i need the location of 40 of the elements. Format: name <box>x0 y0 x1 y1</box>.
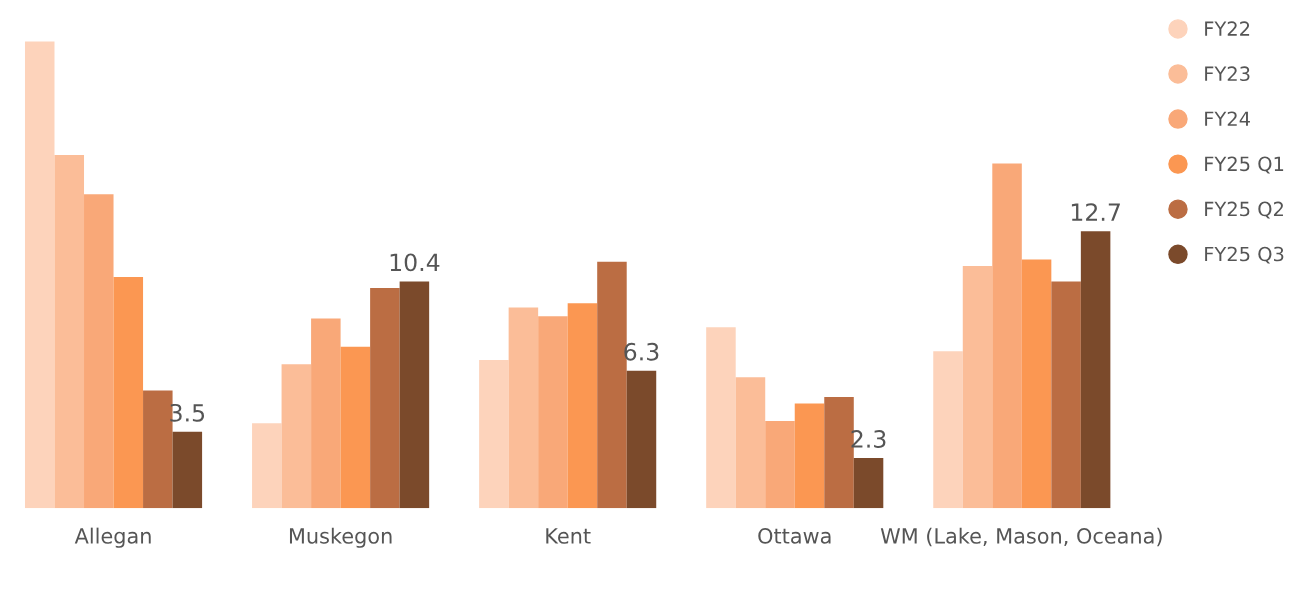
legend-label: FY22 <box>1205 21 1250 36</box>
bar <box>992 163 1022 509</box>
bar <box>567 303 598 509</box>
x-tick-label: Allegan <box>74 527 151 548</box>
bar <box>479 359 509 509</box>
bar <box>113 277 144 509</box>
bar <box>735 377 766 509</box>
bar <box>340 346 371 509</box>
legend-label: FY23 <box>1205 66 1250 82</box>
bar <box>252 423 282 509</box>
x-tick-label: Muskegon <box>289 527 392 548</box>
bar <box>853 458 884 509</box>
bar <box>172 431 203 509</box>
data-label: 12.7 <box>1071 203 1120 221</box>
legend-label: FY25 Q1 <box>1205 156 1284 174</box>
x-tick-label: Ottawa <box>758 528 831 544</box>
data-label: 10.4 <box>390 253 440 272</box>
bar <box>1080 231 1111 509</box>
x-tick-label: WM (Lake, Mason, Oceana) <box>880 527 1162 547</box>
bar <box>399 281 430 509</box>
bar <box>765 420 795 509</box>
bar <box>933 351 963 509</box>
bar <box>54 154 85 509</box>
bar <box>508 307 539 509</box>
x-tick-label: Kent <box>546 528 591 544</box>
legend-label: FY25 Q3 <box>1205 246 1284 264</box>
legend-label: FY25 Q2 <box>1205 201 1283 219</box>
bar <box>626 370 657 509</box>
bar <box>794 403 825 509</box>
bar <box>962 266 993 509</box>
bar <box>370 287 400 509</box>
legend-label: FY24 <box>1205 111 1250 126</box>
bar <box>1021 259 1052 509</box>
bar <box>311 318 341 509</box>
bar <box>24 41 55 509</box>
bar <box>706 327 736 509</box>
bar <box>1051 281 1081 509</box>
bar <box>281 364 312 509</box>
bar <box>538 316 568 509</box>
bar <box>84 194 114 509</box>
